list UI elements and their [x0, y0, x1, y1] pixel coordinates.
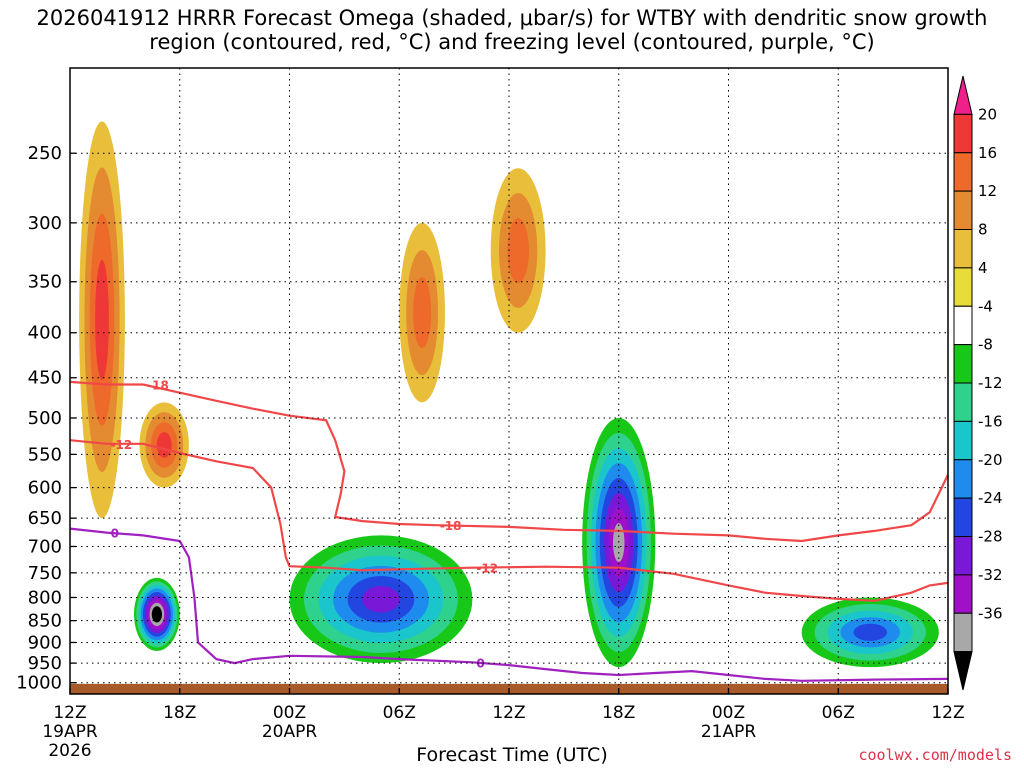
colorbar-label: 4	[978, 259, 988, 277]
colorbar-bin	[953, 651, 973, 691]
colorbar-label: -32	[978, 566, 1003, 584]
y-tick-label: 300	[28, 213, 62, 234]
x-tick-label: 12Z	[492, 703, 525, 723]
x-tick-label: 00Z	[712, 703, 745, 723]
omega-feature	[582, 417, 656, 668]
y-tick-label: 950	[28, 653, 62, 674]
x-tick-label: 12Z	[53, 703, 86, 723]
x-tick-label: 2026	[48, 741, 91, 761]
colorbar-bin	[953, 305, 973, 346]
omega-feature	[490, 168, 546, 333]
colorbar-label: 12	[978, 182, 997, 200]
colorbar-label: 16	[978, 144, 997, 162]
contour-label: -12	[111, 438, 133, 452]
colorbar-bin	[953, 497, 973, 537]
x-axis-label: Forecast Time (UTC)	[416, 744, 608, 766]
colorbar-bin	[953, 612, 973, 653]
y-tick-label: 450	[28, 368, 62, 389]
x-tick-label: 06Z	[822, 703, 855, 723]
omega-feature	[134, 577, 180, 651]
contour-dgz-18	[70, 380, 948, 543]
omega-feature	[79, 121, 125, 519]
colorbar-label: 20	[978, 105, 997, 123]
colorbar-bin	[953, 229, 973, 269]
colorbar-bin	[953, 113, 973, 154]
colorbar-bin	[953, 574, 973, 614]
contour-label: -18	[440, 519, 462, 533]
omega-feature	[139, 402, 189, 488]
y-tick-label: 550	[28, 444, 62, 465]
colorbar-label: -8	[978, 336, 993, 354]
x-tick-label: 21APR	[701, 722, 757, 742]
colorbar-label: 8	[978, 221, 988, 239]
credit-link[interactable]: coolwx.com/models	[858, 746, 1012, 764]
contour-freezing-level	[70, 527, 948, 682]
x-tick-label: 12Z	[931, 703, 964, 723]
omega-level-16	[156, 432, 172, 458]
x-tick-label: 18Z	[163, 703, 196, 723]
y-tick-label: 650	[28, 508, 62, 529]
omega-level-16	[95, 259, 109, 380]
colorbar-bin	[953, 75, 973, 115]
y-tick-label: 900	[28, 632, 62, 653]
y-tick-label: 350	[28, 272, 62, 293]
colorbar-label: -36	[978, 604, 1003, 622]
colorbar-label: -12	[978, 374, 1003, 392]
y-tick-label: 800	[28, 587, 62, 608]
y-tick-label: 700	[28, 536, 62, 557]
colorbar-label: -24	[978, 489, 1003, 507]
y-tick-label: 250	[28, 143, 62, 164]
omega-level--20	[853, 623, 888, 641]
colorbar-bin	[953, 536, 973, 576]
contour-label: -12	[476, 562, 498, 576]
grid	[69, 68, 949, 694]
contour-label: 0	[476, 656, 484, 670]
omega-level--32	[613, 523, 625, 563]
colorbar-bin	[953, 190, 973, 230]
omega-feature	[289, 535, 473, 664]
y-tick-label: 1000	[16, 673, 62, 694]
colorbar-label: -16	[978, 412, 1003, 430]
omega-feature	[801, 597, 939, 668]
contour-label: -18	[147, 378, 169, 392]
y-axis: 2503003504004505005506006507007508008509…	[16, 143, 76, 694]
colorbar-bin	[953, 382, 973, 422]
colorbar-bin	[953, 420, 973, 461]
y-tick-label: 500	[28, 408, 62, 429]
contour-label: 0	[111, 527, 119, 541]
x-tick-label: 06Z	[383, 703, 416, 723]
colorbar-label: -20	[978, 451, 1003, 469]
omega-level--40	[153, 609, 160, 619]
y-tick-label: 400	[28, 323, 62, 344]
x-tick-label: 18Z	[602, 703, 635, 723]
x-tick-label: 00Z	[273, 703, 306, 723]
colorbar-bin	[953, 267, 973, 307]
omega-level--24	[362, 586, 400, 613]
colorbar-bin	[953, 459, 973, 499]
omega-level-12	[413, 277, 432, 348]
colorbar: 20 16 12 8 4 -4 -8 -12 -16 -20 -24 -28 -32 -36	[953, 75, 1003, 691]
colorbar-label: -4	[978, 297, 993, 315]
colorbar-bin	[953, 344, 973, 384]
contour-layer: -18 -18 -12 -12 0 0	[70, 378, 948, 682]
x-tick-label: 19APR	[42, 722, 98, 742]
colorbar-bin	[953, 152, 973, 192]
y-tick-label: 850	[28, 611, 62, 632]
colorbar-label: -28	[978, 528, 1003, 546]
y-tick-label: 750	[28, 563, 62, 584]
omega-feature	[399, 222, 445, 403]
y-tick-label: 600	[28, 478, 62, 499]
chart-title: 2026041912 HRRR Forecast Omega (shaded, …	[36, 6, 988, 54]
omega-level-12	[507, 218, 529, 283]
x-tick-label: 20APR	[262, 722, 318, 742]
